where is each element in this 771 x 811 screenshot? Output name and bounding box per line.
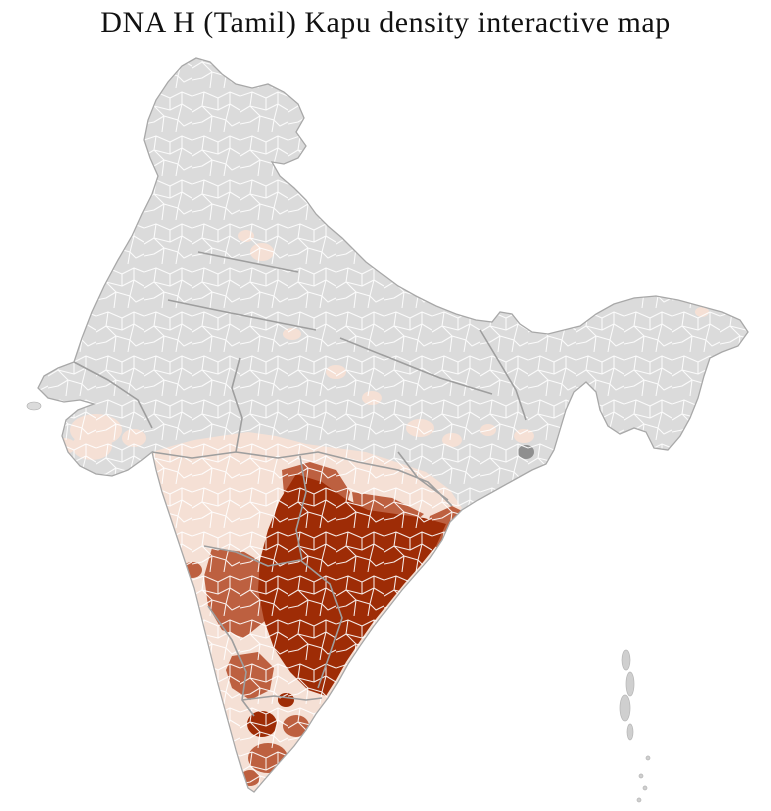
page-title: DNA H (Tamil) Kapu density interactive m…	[100, 6, 671, 39]
andaman-nicobar-islands[interactable]	[619, 649, 651, 803]
state-borders	[73, 251, 527, 717]
kutch-creek-islet	[26, 401, 42, 411]
district-borders-mesh	[38, 58, 748, 792]
